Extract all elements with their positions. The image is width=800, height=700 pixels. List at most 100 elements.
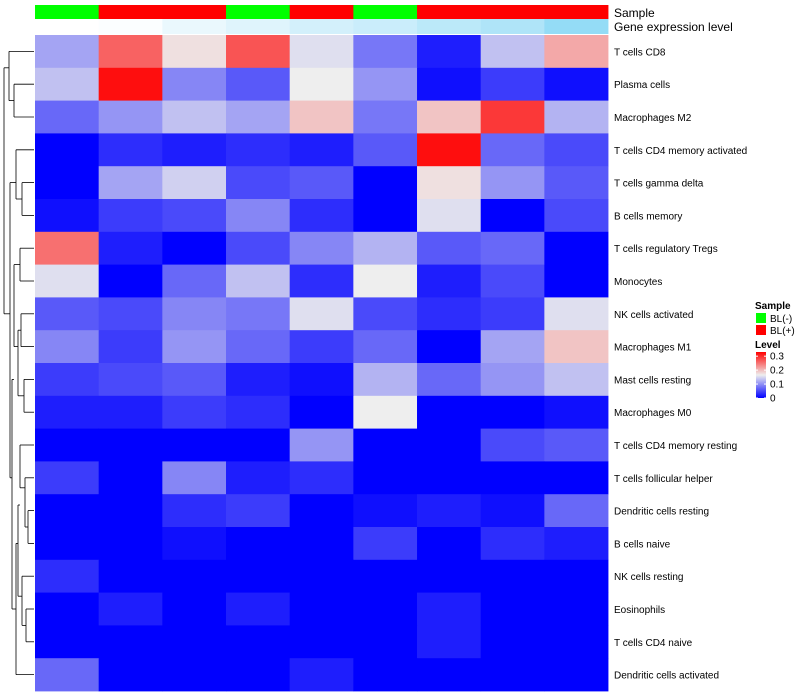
heatmap-cell xyxy=(353,199,418,233)
heatmap-cell xyxy=(544,658,609,692)
row-label: Mast cells resting xyxy=(614,375,691,386)
heatmap-cell xyxy=(289,625,354,659)
heatmap-cell xyxy=(480,461,545,495)
heatmap-cell xyxy=(480,527,545,561)
heatmap-cell xyxy=(353,166,418,200)
heatmap-cell xyxy=(162,100,227,134)
heatmap-cell xyxy=(162,428,227,462)
legend-label-bl-pos: BL(+) xyxy=(770,326,795,337)
heatmap-cell xyxy=(35,35,100,69)
heatmap-cell xyxy=(417,625,482,659)
heatmap-cell xyxy=(98,625,163,659)
heatmap-cell xyxy=(544,592,609,626)
row-label: T cells CD4 naive xyxy=(614,638,693,649)
heatmap-cell xyxy=(417,67,482,101)
heatmap-cell xyxy=(353,461,418,495)
heatmap-cell xyxy=(417,395,482,429)
heatmap-cell xyxy=(226,166,291,200)
heatmap-cell xyxy=(35,133,100,167)
heatmap-cell xyxy=(289,166,354,200)
heatmap-cell xyxy=(544,35,609,69)
level-tick-label: 0 xyxy=(770,394,776,405)
legend-level-title: Level xyxy=(755,340,781,351)
heatmap-cell xyxy=(417,199,482,233)
heatmap-cell xyxy=(289,330,354,364)
heatmap-cell xyxy=(226,297,291,331)
heatmap-cell xyxy=(544,133,609,167)
heatmap-cell xyxy=(289,67,354,101)
heatmap-cell xyxy=(480,625,545,659)
heatmap-cell xyxy=(480,264,545,298)
heatmap-cell xyxy=(98,100,163,134)
heatmap-cell xyxy=(226,559,291,593)
expression-annotation-cell xyxy=(289,19,354,34)
expression-annotation-cell xyxy=(98,19,163,34)
heatmap-cell xyxy=(98,231,163,265)
heatmap-cells xyxy=(35,35,609,692)
heatmap-cell xyxy=(353,428,418,462)
heatmap-cell xyxy=(480,67,545,101)
level-tick-label: 0.3 xyxy=(770,352,784,363)
row-label: B cells memory xyxy=(614,211,682,222)
heatmap-cell xyxy=(417,264,482,298)
heatmap-cell xyxy=(353,35,418,69)
column-annotations xyxy=(35,5,609,34)
heatmap-cell xyxy=(226,264,291,298)
heatmap-cell xyxy=(35,297,100,331)
sample-annotation-cell xyxy=(353,5,418,19)
heatmap-cell xyxy=(544,428,609,462)
row-label: Monocytes xyxy=(614,277,662,288)
heatmap-cell xyxy=(98,297,163,331)
expression-annotation-cell xyxy=(35,19,100,34)
row-dendrogram xyxy=(3,51,34,675)
sample-annotation-cell xyxy=(480,5,545,19)
heatmap-cell xyxy=(417,100,482,134)
heatmap-cell xyxy=(98,592,163,626)
heatmap-cell xyxy=(353,494,418,528)
heatmap-cell xyxy=(98,461,163,495)
sample-annotation-cell xyxy=(162,5,227,19)
heatmap-cell xyxy=(35,67,100,101)
heatmap-cell xyxy=(226,100,291,134)
heatmap-cell xyxy=(162,133,227,167)
heatmap-cell xyxy=(353,363,418,397)
heatmap-cell xyxy=(226,658,291,692)
heatmap-cell xyxy=(417,658,482,692)
heatmap-cell xyxy=(226,428,291,462)
heatmap-cell xyxy=(353,67,418,101)
heatmap-cell xyxy=(35,100,100,134)
heatmap-cell xyxy=(289,264,354,298)
heatmap-cell xyxy=(417,297,482,331)
heatmap-cell xyxy=(544,461,609,495)
row-label: T cells CD4 memory activated xyxy=(614,146,747,157)
heatmap-cell xyxy=(417,133,482,167)
heatmap-cell xyxy=(289,100,354,134)
heatmap-cell xyxy=(480,330,545,364)
heatmap-cell xyxy=(353,330,418,364)
sample-annotation-cell xyxy=(417,5,482,19)
heatmap-cell xyxy=(162,297,227,331)
heatmap-cell xyxy=(162,199,227,233)
heatmap-cell xyxy=(480,133,545,167)
sample-annotation-cell xyxy=(544,5,609,19)
heatmap-cell xyxy=(289,428,354,462)
heatmap-cell xyxy=(162,494,227,528)
heatmap-cell xyxy=(226,67,291,101)
level-tick-label: 0.2 xyxy=(770,366,784,377)
row-label: Plasma cells xyxy=(614,80,670,91)
row-label: NK cells activated xyxy=(614,310,693,321)
expression-annotation-cell xyxy=(544,19,609,34)
heatmap-cell xyxy=(353,100,418,134)
heatmap-cell xyxy=(35,559,100,593)
heatmap-cell xyxy=(417,166,482,200)
expression-annotation-title: Gene expression level xyxy=(614,20,733,34)
row-label: Macrophages M1 xyxy=(614,343,692,354)
heatmap-cell xyxy=(35,395,100,429)
heatmap-cell xyxy=(98,428,163,462)
heatmap-cell xyxy=(353,231,418,265)
row-label: T cells CD8 xyxy=(614,47,666,58)
heatmap-cell xyxy=(35,461,100,495)
heatmap-cell xyxy=(353,297,418,331)
row-label: T cells regulatory Tregs xyxy=(614,244,718,255)
